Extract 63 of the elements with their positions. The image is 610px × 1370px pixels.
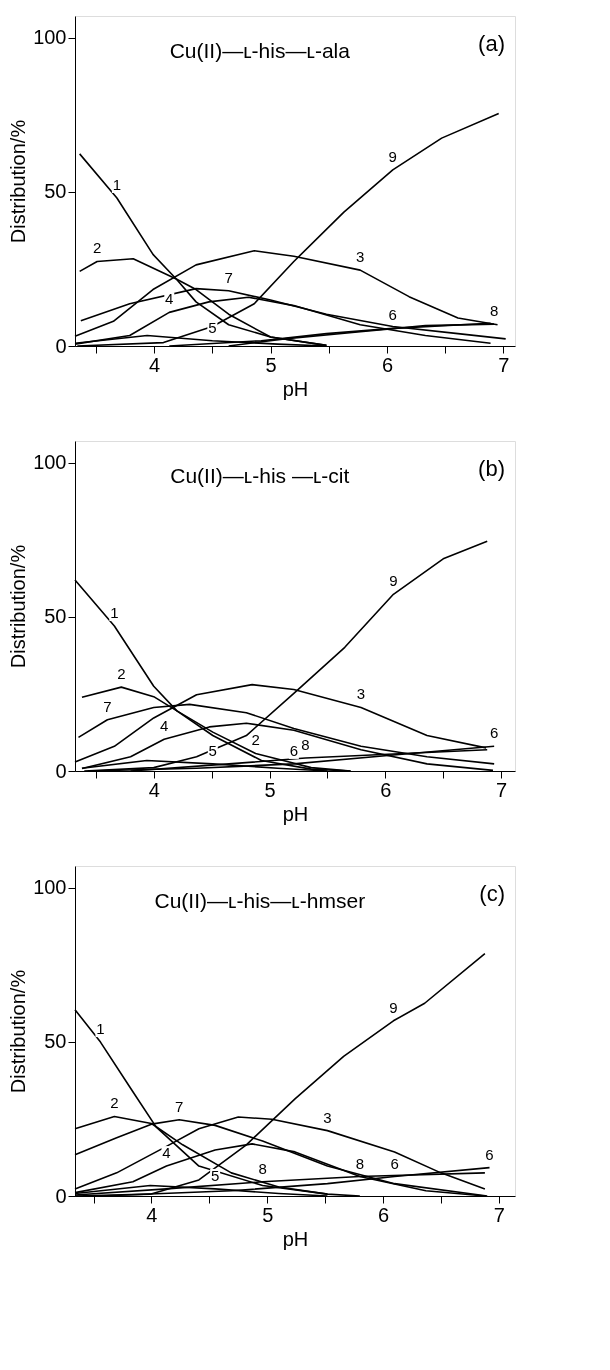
y-tick-label: 50 — [44, 180, 67, 203]
annotation: 1 — [110, 604, 119, 622]
annotation: 7 — [175, 1097, 184, 1115]
annotation: 8 — [489, 302, 499, 320]
x-tick-label: 7 — [493, 1203, 505, 1226]
annotation: 1 — [112, 175, 122, 193]
annotation: 8 — [301, 736, 310, 754]
y-tick-label: 100 — [33, 451, 67, 474]
x-axis-title: pH — [282, 802, 309, 825]
text: Cu(II)—ʟ-his —ʟ-cit — [170, 464, 350, 487]
annotation: 7 — [103, 697, 112, 715]
annotation: 1 — [96, 1020, 105, 1038]
x-axis-title: pH — [282, 1227, 309, 1250]
y-tick-label: 100 — [33, 876, 67, 899]
annotation: 5 — [208, 741, 217, 759]
x-tick-label: 6 — [381, 353, 394, 376]
x-tick-label: 4 — [146, 1203, 158, 1226]
x-tick-label: 5 — [264, 778, 276, 801]
x-tick-label: 6 — [380, 778, 392, 801]
annotation: 7 — [224, 268, 233, 286]
annotation: 2 — [92, 239, 102, 257]
annotation: 3 — [323, 1108, 332, 1126]
annotation: 2 — [110, 1094, 119, 1112]
annotation: 5 — [210, 1166, 220, 1184]
y-axis-title: Distribution/% — [7, 119, 30, 244]
annotation: 4 — [159, 717, 169, 735]
x-tick-label: 5 — [265, 353, 277, 376]
annotation: 2 — [251, 731, 260, 749]
y-tick-label: 0 — [55, 1184, 67, 1207]
annotation: (b) — [478, 456, 505, 481]
y-tick-label: 50 — [44, 1030, 67, 1053]
annotation: 4 — [162, 1144, 171, 1162]
annotation: (c) — [479, 881, 505, 906]
annotation: 6 — [289, 741, 299, 759]
y-tick-label: 100 — [33, 26, 67, 49]
annotation: 6 — [390, 1154, 399, 1172]
y-axis-title: Distribution/% — [7, 969, 30, 1094]
annotation: (a) — [478, 31, 505, 56]
annotation: 2 — [117, 665, 126, 683]
x-axis-title: pH — [282, 377, 309, 400]
annotation: 4 — [165, 290, 174, 308]
annotation: 6 — [388, 306, 397, 324]
annotation: 6 — [485, 1145, 494, 1163]
annotation: 9 — [389, 998, 398, 1016]
annotation: 8 — [258, 1159, 267, 1177]
x-tick-label: 4 — [148, 778, 160, 801]
annotation: 6 — [489, 724, 499, 742]
text: Cu(II)—ʟ-his—ʟ-hmser — [154, 889, 366, 912]
annotation: 3 — [356, 248, 365, 266]
x-tick-label: 5 — [262, 1203, 274, 1226]
x-tick-label: 7 — [496, 778, 508, 801]
annotation: 9 — [388, 147, 397, 165]
text: Cu(II)—ʟ-his—ʟ-ala — [169, 39, 351, 62]
annotation: 9 — [389, 572, 398, 590]
annotation: 3 — [356, 685, 366, 703]
y-tick-label: 0 — [55, 334, 67, 357]
x-tick-label: 4 — [149, 353, 161, 376]
x-tick-label: 6 — [377, 1203, 390, 1226]
y-tick-label: 50 — [44, 605, 67, 628]
x-tick-label: 7 — [498, 353, 510, 376]
y-axis-title: Distribution/% — [7, 544, 30, 669]
annotation: 8 — [355, 1154, 365, 1172]
y-tick-label: 0 — [55, 759, 67, 782]
